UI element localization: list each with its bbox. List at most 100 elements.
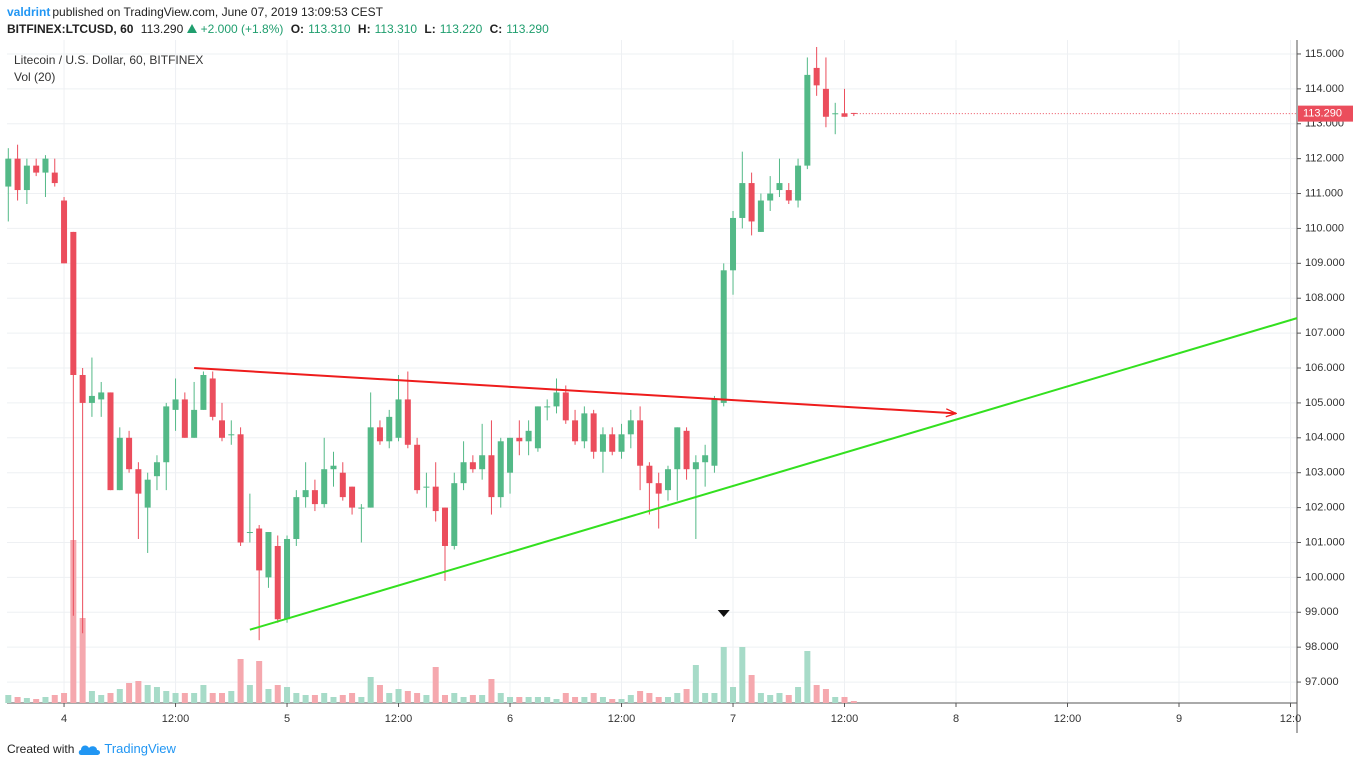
candle-body — [609, 434, 616, 452]
volume-bar — [265, 689, 272, 703]
candle-body — [153, 462, 160, 477]
ohlc-value: 113.290 — [506, 22, 549, 36]
candle-body — [618, 434, 625, 452]
ohlc-label: L: — [424, 22, 436, 36]
candle-body — [441, 507, 448, 546]
volume-bar — [590, 693, 597, 703]
volume-bar — [757, 693, 764, 703]
ohlc-label: H: — [357, 22, 371, 36]
candle-body — [702, 455, 709, 463]
volume-bar — [627, 695, 634, 703]
volume-bar — [469, 695, 476, 703]
candle-body — [832, 113, 839, 115]
candle-body — [813, 67, 820, 86]
volume-bar — [395, 689, 402, 703]
candle-body — [144, 479, 151, 508]
volume-bar — [144, 685, 151, 703]
x-tick-label: 9 — [1176, 713, 1182, 725]
volume-bar — [822, 689, 829, 703]
header-line: valdrint published on TradingView.com, Ju… — [7, 4, 553, 21]
candle-body — [739, 183, 746, 218]
volume-bar — [432, 667, 439, 703]
candle-body — [507, 437, 514, 473]
candle-body — [525, 430, 532, 442]
volume-bar — [228, 691, 235, 703]
volume-bar — [572, 697, 579, 703]
candle-body — [51, 172, 58, 184]
grid — [7, 40, 1297, 703]
volume-bar — [200, 685, 207, 703]
trend-line — [194, 367, 956, 413]
y-tick-label: 105.000 — [1305, 397, 1345, 409]
candle-body — [720, 270, 727, 403]
volume-bar — [414, 693, 421, 703]
candle-body — [562, 392, 569, 421]
candle-body — [42, 158, 49, 173]
y-tick-label: 108.000 — [1305, 292, 1345, 304]
brand-logo[interactable] — [78, 742, 102, 756]
candle-body — [5, 158, 12, 187]
brand[interactable]: TradingView — [104, 741, 176, 756]
volume-bar — [321, 693, 328, 703]
header: valdrint published on TradingView.com, Ju… — [7, 4, 553, 38]
y-tick-label: 97.000 — [1305, 676, 1339, 688]
volume-bar — [609, 699, 616, 703]
volume-bar — [302, 695, 309, 703]
candle-body — [395, 399, 402, 438]
candle-body — [321, 469, 328, 505]
volume-bar — [126, 683, 133, 703]
candle-body — [451, 483, 458, 546]
candle-body — [126, 437, 133, 470]
candle-body — [367, 427, 374, 508]
volume-bar — [116, 689, 123, 703]
x-tick-label: 6 — [507, 713, 513, 725]
x-tick-label: 12:0 — [1280, 713, 1301, 725]
volume-bar — [692, 665, 699, 703]
candle-body — [98, 392, 105, 400]
volume-bar — [655, 697, 662, 703]
candle-body — [404, 399, 411, 445]
candle-body — [804, 74, 811, 166]
volume-bar — [349, 693, 356, 703]
candle-body — [692, 462, 699, 470]
x-tick-label: 12:00 — [385, 713, 413, 725]
candle-body — [293, 497, 300, 539]
volume-bar — [795, 687, 802, 703]
volume-bar — [460, 697, 467, 703]
ohlc-value: 113.220 — [439, 22, 483, 36]
volume-bar — [153, 687, 160, 703]
volume-bar — [804, 651, 811, 703]
up-icon — [187, 24, 198, 33]
y-tick-label: 114.000 — [1305, 83, 1344, 95]
candle-body — [590, 413, 597, 452]
candle-body — [460, 462, 467, 484]
x-tick-label: 8 — [953, 713, 959, 725]
candle-body — [757, 200, 764, 232]
volume-bar — [702, 693, 709, 703]
volume-bar — [386, 693, 393, 703]
volume-bar — [451, 693, 458, 703]
candle-body — [748, 183, 755, 222]
created-with: Created with — [7, 741, 75, 756]
candle-body — [191, 409, 198, 438]
y-tick-label: 103.000 — [1305, 467, 1345, 479]
y-tick-label: 102.000 — [1305, 501, 1345, 513]
volume-bar — [683, 689, 690, 703]
event-marker — [717, 610, 730, 617]
candle-body — [674, 427, 681, 470]
candle-body — [730, 217, 737, 271]
candle-body — [664, 469, 671, 491]
author: valdrint — [7, 5, 51, 19]
volume-bar — [748, 675, 755, 703]
last-price-label: 113.290 — [1303, 108, 1342, 120]
candle-body — [23, 165, 30, 191]
candle-body — [349, 486, 356, 508]
candle-body — [479, 455, 486, 470]
volume-bar — [776, 693, 783, 703]
candle-body — [414, 444, 421, 491]
volume-bar — [163, 691, 170, 703]
ohlc-value: 113.310 — [308, 22, 351, 36]
y-tick-label: 112.000 — [1305, 153, 1344, 165]
